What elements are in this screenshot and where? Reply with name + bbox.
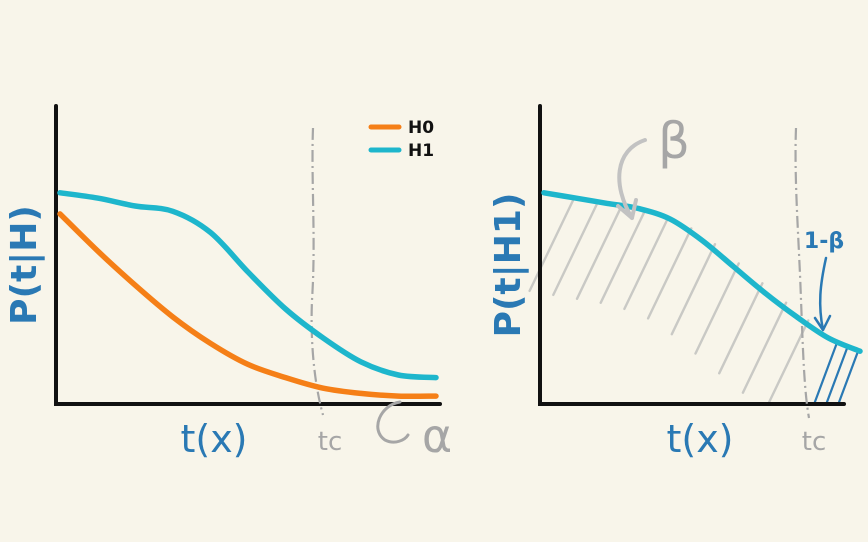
beta-hatch-stroke bbox=[599, 211, 646, 304]
beta-hatch-region bbox=[528, 199, 810, 404]
right-xlabel: t(x) bbox=[666, 417, 733, 461]
beta-hatch-stroke bbox=[552, 203, 598, 297]
one-minus-beta-hatch-stroke bbox=[837, 352, 859, 404]
beta-hatch-stroke bbox=[670, 242, 717, 336]
right-threshold-line bbox=[794, 127, 811, 419]
beta-label: β bbox=[658, 112, 690, 170]
left-series-lines bbox=[57, 190, 439, 400]
series-line-h1 bbox=[541, 190, 863, 354]
one-minus-beta-hatch-stroke bbox=[813, 342, 838, 404]
one-minus-beta-label: 1-β bbox=[804, 229, 844, 254]
alpha-label: α bbox=[422, 409, 452, 463]
beta-hatch-stroke bbox=[741, 301, 788, 394]
right-ylabel: P(t|H1) bbox=[488, 193, 529, 338]
one-minus-beta-hatch-stroke bbox=[825, 347, 849, 404]
left-chart-panel: P(t|H) t(x) tc α H0 H1 bbox=[4, 104, 452, 463]
legend-h0-label: H0 bbox=[408, 118, 434, 138]
alpha-pointer bbox=[376, 400, 410, 444]
right-chart-panel: P(t|H1) t(x) tc β 1-β bbox=[488, 104, 863, 461]
beta-hatch-stroke bbox=[646, 227, 693, 320]
left-legend: H0 H1 bbox=[368, 118, 434, 161]
beta-hatch-stroke bbox=[623, 217, 669, 311]
one-minus-beta-hatch-region bbox=[813, 342, 859, 404]
right-series-lines bbox=[541, 190, 863, 354]
series-line-h0 bbox=[57, 211, 439, 400]
right-threshold-label: tc bbox=[802, 427, 827, 457]
left-threshold-label: tc bbox=[318, 427, 343, 457]
beta-hatch-stroke bbox=[575, 207, 622, 300]
beta-pointer-arrow bbox=[616, 138, 647, 220]
left-axes bbox=[54, 104, 442, 406]
left-ylabel: P(t|H) bbox=[4, 205, 45, 325]
one-minus-beta-pointer-arrow bbox=[813, 256, 832, 332]
beta-hatch-stroke bbox=[528, 199, 574, 293]
right-axes bbox=[538, 104, 846, 406]
beta-hatch-stroke bbox=[694, 262, 740, 355]
left-xlabel: t(x) bbox=[180, 417, 247, 461]
series-line-h1 bbox=[57, 190, 439, 381]
legend-h1-label: H1 bbox=[408, 141, 434, 161]
left-threshold-line bbox=[310, 127, 325, 416]
beta-hatch-stroke bbox=[718, 282, 764, 375]
